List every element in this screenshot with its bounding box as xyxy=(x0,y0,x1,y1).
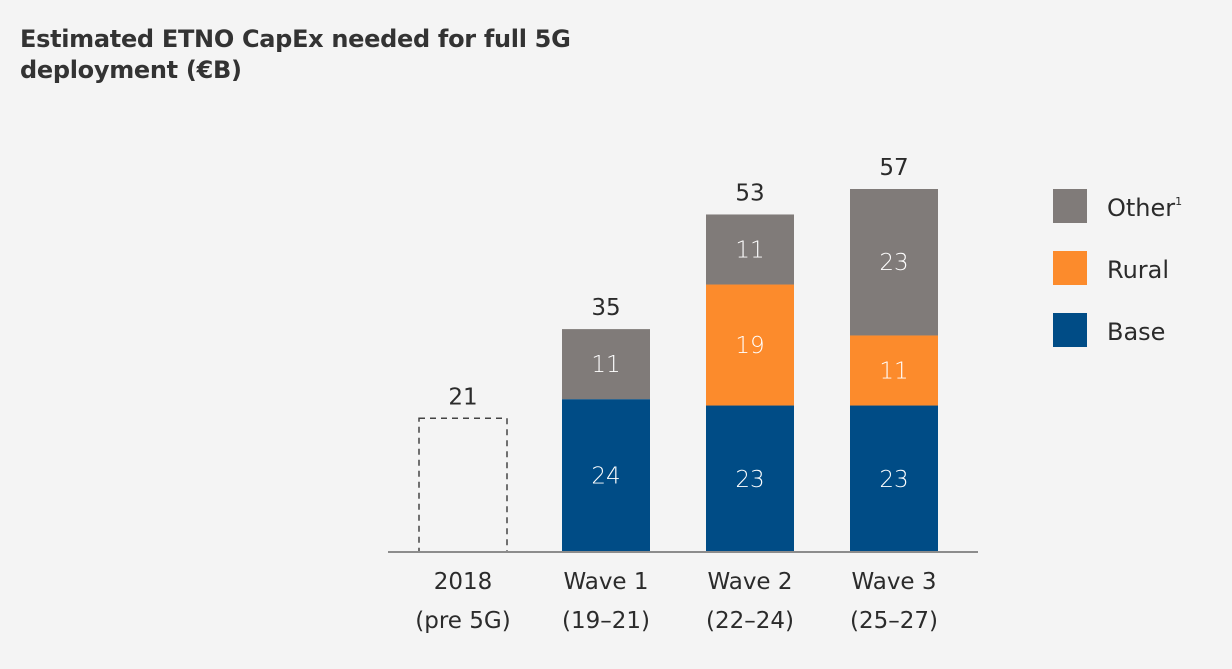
segment-value-label: 23 xyxy=(879,467,908,493)
legend: Other1 Rural Base xyxy=(1053,189,1182,347)
segment-value-label: 11 xyxy=(879,359,908,385)
segment-value-label: 23 xyxy=(879,250,908,276)
total-label: 53 xyxy=(735,180,764,206)
category-sublabel: (22–24) xyxy=(706,608,794,634)
bar-segment-rural xyxy=(850,335,938,406)
segment-value-label: 23 xyxy=(735,467,764,493)
legend-label-other: Other1 xyxy=(1107,194,1182,222)
category-label: Wave 3 xyxy=(851,569,936,595)
category-label: Wave 2 xyxy=(707,569,792,595)
segment-value-label: 19 xyxy=(735,333,764,359)
total-label: 35 xyxy=(591,295,620,321)
bar-segment-base xyxy=(850,405,938,552)
legend-label-base: Base xyxy=(1107,318,1165,346)
segment-value-label: 11 xyxy=(735,238,764,264)
bar-segment-rural xyxy=(706,284,794,406)
category-sublabel: (25–27) xyxy=(850,608,938,634)
bars: 21 24 11 35 23 19 11 53 23 11 23 57 xyxy=(418,155,938,553)
legend-swatch-rural xyxy=(1053,251,1087,285)
bar-baseline-2018 xyxy=(418,417,508,553)
category-label: 2018 xyxy=(434,569,493,595)
bar-segment-other xyxy=(706,214,794,285)
category-sublabel: (pre 5G) xyxy=(415,608,510,634)
segment-value-label: 11 xyxy=(591,352,620,378)
total-label: 21 xyxy=(448,384,477,410)
category-sublabel: (19–21) xyxy=(562,608,650,634)
legend-swatch-other xyxy=(1053,189,1087,223)
bar-segment-base xyxy=(706,405,794,552)
segment-value-label: 24 xyxy=(591,464,620,490)
footnote-marker: 1 xyxy=(1175,195,1182,208)
category-labels: 2018 (pre 5G) Wave 1 (19–21) Wave 2 (22–24) Wa… xyxy=(415,569,938,634)
category-label: Wave 1 xyxy=(563,569,648,595)
legend-swatch-base xyxy=(1053,313,1087,347)
total-label: 57 xyxy=(879,155,908,181)
legend-label-rural: Rural xyxy=(1107,256,1169,284)
bar-segment-base xyxy=(562,399,650,552)
bar-segment-other xyxy=(562,329,650,400)
bar-segment-other xyxy=(850,189,938,336)
chart-title: Estimated ETNO CapEx needed for full 5G … xyxy=(20,25,571,84)
